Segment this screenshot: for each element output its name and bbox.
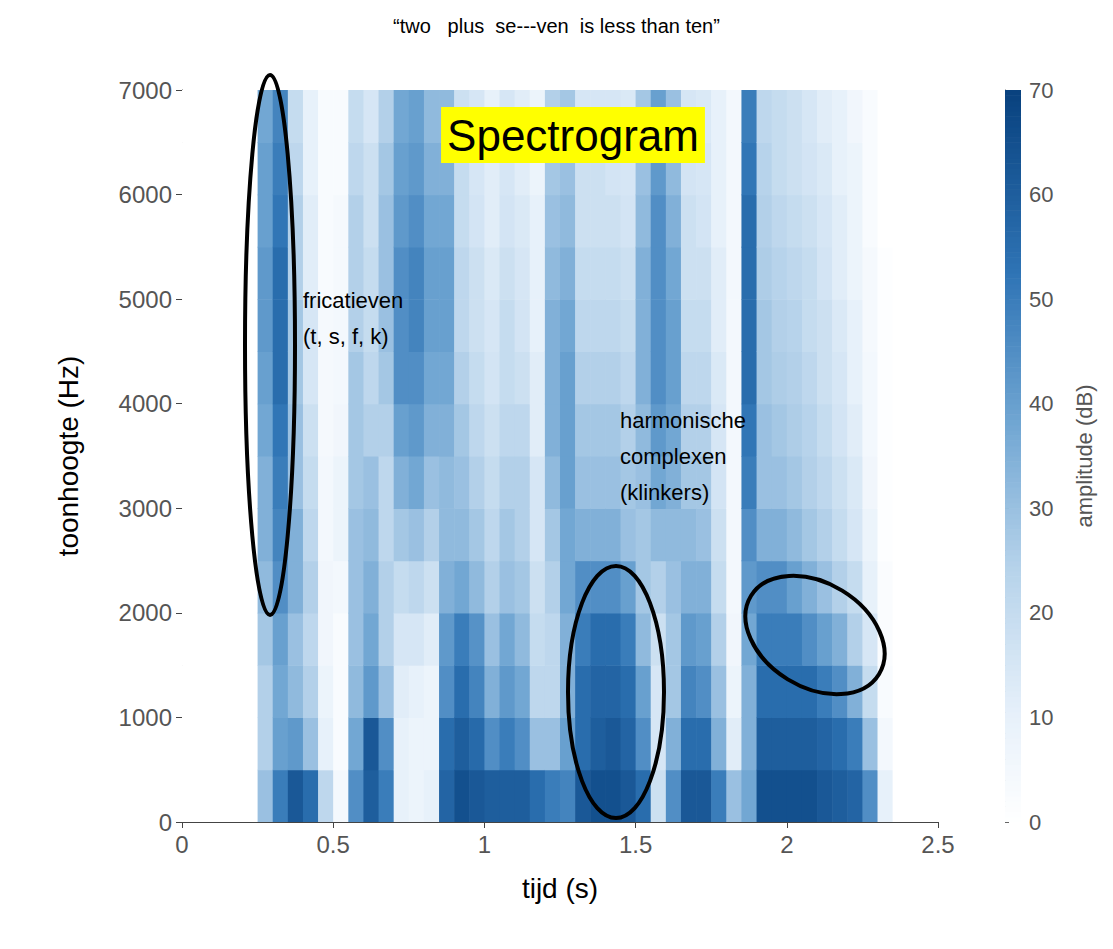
svg-text:6000: 6000 (119, 181, 172, 208)
svg-text:30: 30 (1029, 496, 1053, 521)
svg-text:70: 70 (1029, 78, 1053, 103)
svg-text:60: 60 (1029, 182, 1053, 207)
svg-text:10: 10 (1029, 705, 1053, 730)
svg-text:tijd (s): tijd (s) (522, 873, 598, 904)
svg-text:1000: 1000 (119, 704, 172, 731)
svg-text:20: 20 (1029, 600, 1053, 625)
svg-text:0.5: 0.5 (317, 831, 350, 858)
svg-text:0: 0 (175, 831, 188, 858)
svg-text:4000: 4000 (119, 390, 172, 417)
svg-text:toonhoogte (Hz): toonhoogte (Hz) (53, 356, 84, 557)
svg-text:Spectrogram: Spectrogram (447, 111, 699, 160)
svg-text:“two plus se---ven is less: “two plus se---ven is less than ten” (393, 15, 720, 37)
svg-text:2: 2 (780, 831, 793, 858)
svg-text:fricatieven: fricatieven (303, 288, 403, 313)
svg-text:1.5: 1.5 (619, 831, 652, 858)
svg-text:complexen: complexen (620, 444, 726, 469)
svg-text:(klinkers): (klinkers) (620, 480, 709, 505)
svg-text:40: 40 (1029, 391, 1053, 416)
svg-text:(t, s, f, k): (t, s, f, k) (303, 324, 389, 349)
svg-text:0: 0 (1029, 810, 1041, 835)
svg-text:2.5: 2.5 (921, 831, 954, 858)
svg-text:0: 0 (159, 809, 172, 836)
svg-text:50: 50 (1029, 287, 1053, 312)
svg-text:5000: 5000 (119, 286, 172, 313)
svg-text:7000: 7000 (119, 77, 172, 104)
svg-text:amplitude (dB): amplitude (dB) (1072, 384, 1097, 527)
svg-text:2000: 2000 (119, 599, 172, 626)
svg-text:1: 1 (478, 831, 491, 858)
svg-text:harmonische: harmonische (620, 408, 746, 433)
svg-text:3000: 3000 (119, 495, 172, 522)
